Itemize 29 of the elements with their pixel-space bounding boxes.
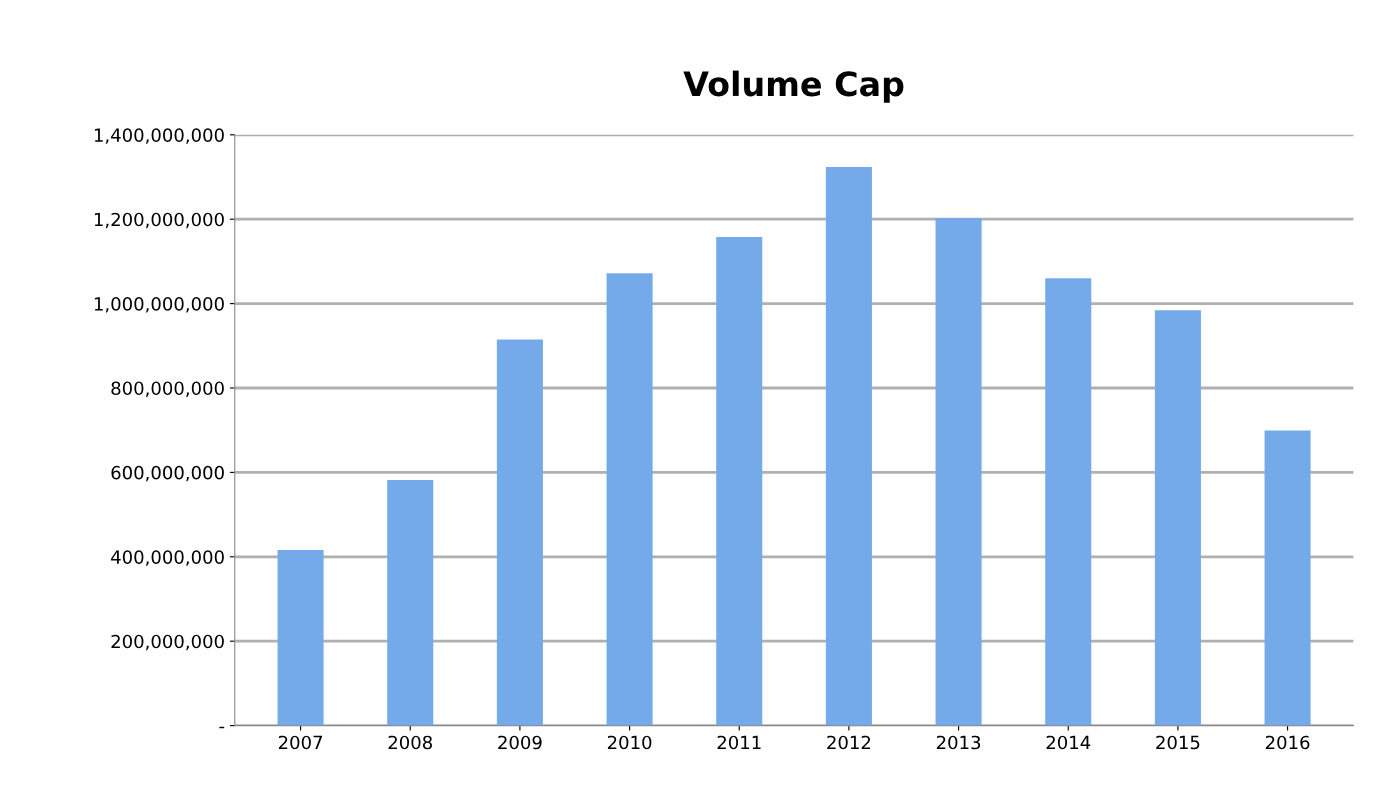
bar bbox=[1154, 310, 1201, 726]
x-tick-label: 2010 bbox=[607, 735, 652, 750]
bar bbox=[606, 273, 653, 726]
bar bbox=[825, 166, 872, 726]
x-tick-label: 2015 bbox=[1156, 735, 1200, 750]
y-tick-label: 400,000,000 bbox=[111, 550, 224, 566]
y-tick-label: - bbox=[219, 726, 225, 729]
x-tick-label: 2014 bbox=[1046, 735, 1091, 750]
bar bbox=[1045, 278, 1092, 726]
x-tick-label: 2007 bbox=[278, 735, 322, 750]
bar bbox=[716, 236, 763, 726]
x-tick-label: 2012 bbox=[827, 735, 871, 750]
x-tick-label: 2013 bbox=[936, 735, 981, 750]
y-tick-label: 600,000,000 bbox=[111, 465, 224, 482]
x-tick-label: 2016 bbox=[1265, 735, 1310, 750]
y-tick-label: 1,400,000,000 bbox=[94, 128, 224, 144]
y-tick-label: 800,000,000 bbox=[111, 381, 224, 397]
bar bbox=[935, 217, 982, 726]
x-tick-label: 2008 bbox=[388, 735, 432, 750]
y-tick-label: 200,000,000 bbox=[111, 634, 224, 651]
chart-title: Volume Cap bbox=[683, 70, 904, 103]
y-tick-label: 1,200,000,000 bbox=[94, 212, 224, 229]
bar bbox=[277, 550, 324, 726]
bar bbox=[496, 339, 543, 726]
x-tick-label: 2009 bbox=[498, 735, 542, 750]
y-tick-label: 1,000,000,000 bbox=[94, 297, 224, 313]
bar bbox=[387, 480, 434, 726]
x-tick-label: 2011 bbox=[717, 735, 761, 750]
bar bbox=[1264, 430, 1311, 726]
